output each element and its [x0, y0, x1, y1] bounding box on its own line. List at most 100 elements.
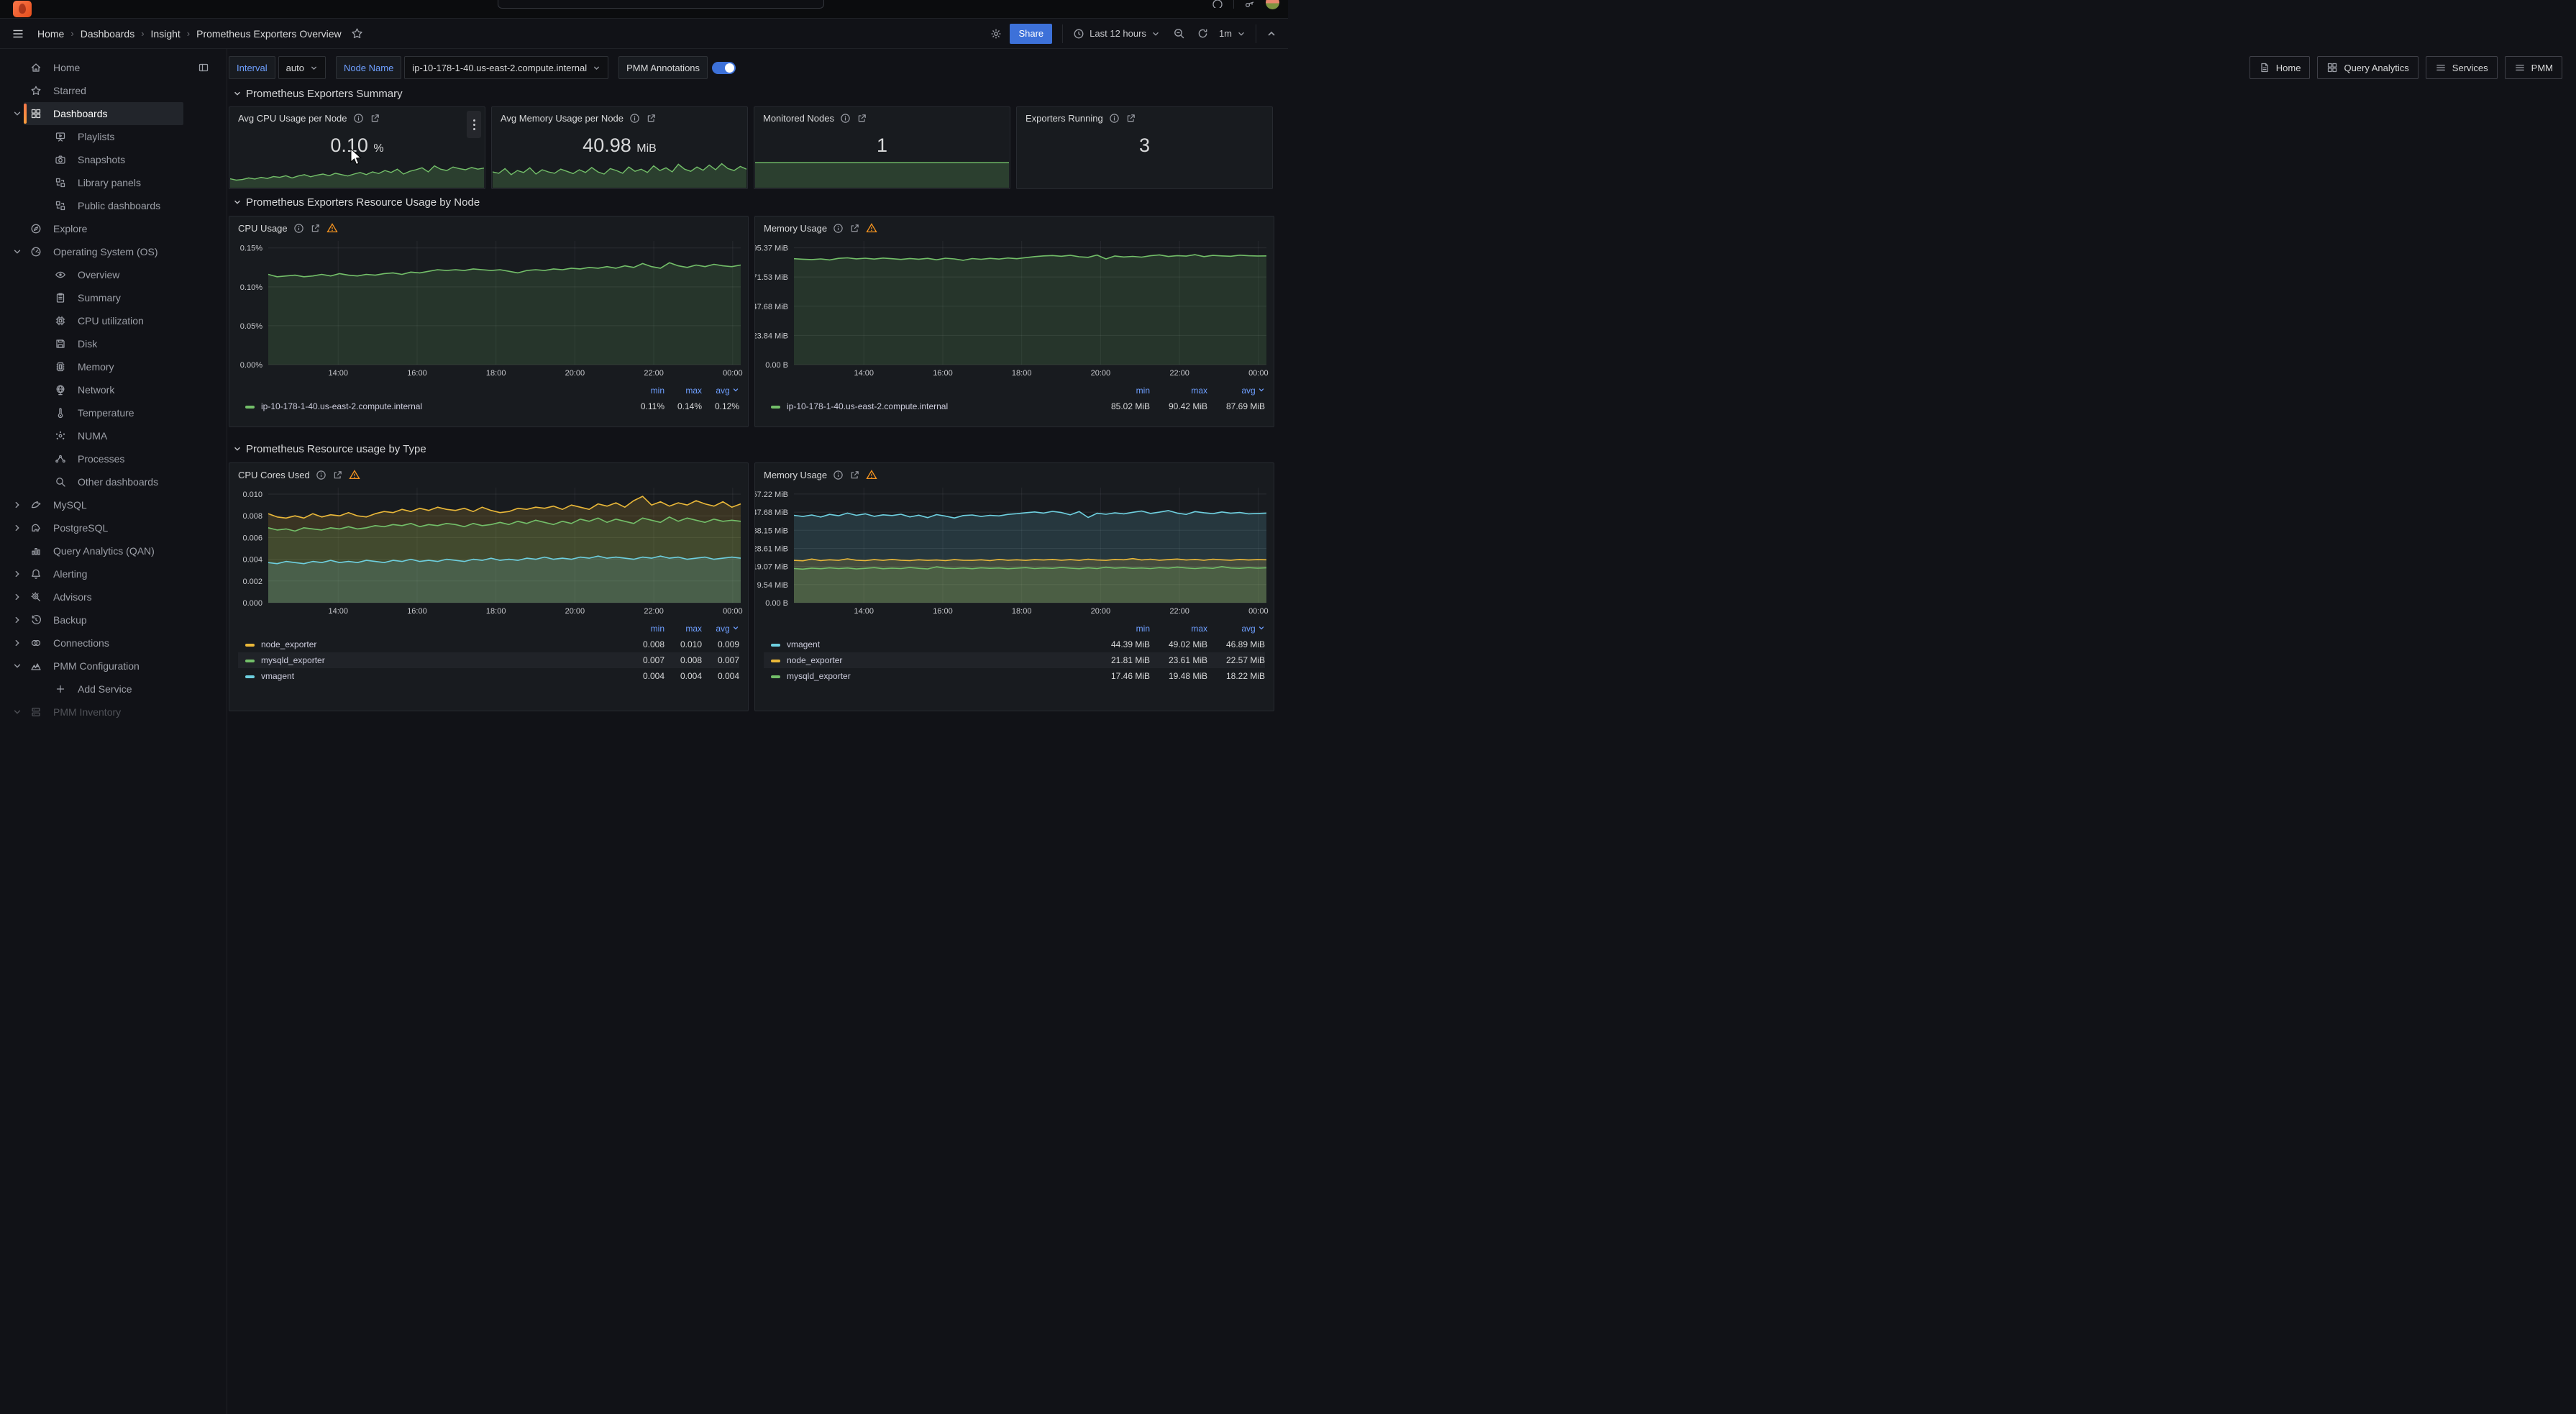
external-link-icon[interactable] — [646, 113, 657, 124]
sidebar-item-snapshots[interactable]: Snapshots — [0, 148, 227, 171]
series-name[interactable]: node_exporter — [261, 639, 316, 649]
sidebar-item-network[interactable]: Network — [0, 378, 227, 401]
external-link-icon[interactable] — [849, 223, 860, 234]
info-icon[interactable] — [833, 223, 844, 234]
chevron-down-icon[interactable] — [10, 662, 24, 670]
external-link-icon[interactable] — [857, 113, 867, 124]
section-header-resource-by-type[interactable]: Prometheus Resource usage by Type — [233, 442, 2562, 456]
share-button[interactable]: Share — [1010, 24, 1052, 44]
series-name[interactable]: vmagent — [261, 671, 294, 681]
sidebar-item-home[interactable]: Home — [0, 56, 227, 79]
sidebar-item-cpu-utilization[interactable]: CPU utilization — [0, 309, 227, 332]
info-icon[interactable] — [293, 223, 304, 234]
chevron-right-icon[interactable] — [10, 570, 24, 578]
series-color-swatch[interactable] — [771, 660, 780, 662]
sidebar-item-add-service[interactable]: Add Service — [0, 678, 227, 701]
sidebar-item-alerting[interactable]: Alerting — [0, 562, 227, 585]
legend-sort-min[interactable]: min — [627, 622, 664, 637]
dashboard-settings-icon[interactable] — [990, 27, 1002, 40]
chevron-down-icon[interactable] — [10, 708, 24, 716]
sidebar-item-numa[interactable]: NUMA — [0, 424, 227, 447]
user-avatar[interactable] — [1266, 0, 1279, 9]
info-icon[interactable] — [840, 113, 851, 124]
chart-canvas[interactable]: 0.0100.0080.0060.0040.0020.00014:0016:00… — [229, 482, 748, 617]
sidebar-item-operating-system-os-[interactable]: Operating System (OS) — [0, 240, 227, 263]
collapse-up-icon[interactable] — [1266, 29, 1276, 39]
zoom-out-icon[interactable] — [1173, 27, 1185, 40]
sidebar-item-pmm-configuration[interactable]: PMM Configuration — [0, 654, 227, 678]
chevron-down-icon[interactable] — [10, 109, 24, 118]
section-header-summary[interactable]: Prometheus Exporters Summary — [233, 86, 2562, 101]
top-key-icon[interactable] — [1244, 0, 1256, 8]
series-name[interactable]: mysqld_exporter — [787, 671, 851, 681]
warning-icon[interactable] — [349, 469, 360, 480]
section-header-resource-by-node[interactable]: Prometheus Exporters Resource Usage by N… — [233, 195, 2562, 209]
series-color-swatch[interactable] — [245, 675, 255, 678]
time-range-picker[interactable]: Last 12 hours — [1073, 28, 1160, 40]
sidebar-item-pmm-inventory[interactable]: PMM Inventory — [0, 701, 227, 724]
info-icon[interactable] — [1109, 113, 1120, 124]
info-icon[interactable] — [833, 470, 844, 480]
series-color-swatch[interactable] — [245, 406, 255, 409]
chevron-right-icon[interactable] — [10, 501, 24, 509]
top-help-icon[interactable] — [1212, 0, 1223, 8]
menu-toggle-icon[interactable] — [12, 27, 24, 40]
warning-icon[interactable] — [866, 469, 877, 480]
legend-sort-avg[interactable]: avg — [702, 622, 739, 637]
sidebar-item-disk[interactable]: Disk — [0, 332, 227, 355]
sidebar-item-summary[interactable]: Summary — [0, 286, 227, 309]
sidebar-item-playlists[interactable]: Playlists — [0, 125, 227, 148]
series-color-swatch[interactable] — [771, 406, 780, 409]
sidebar-item-explore[interactable]: Explore — [0, 217, 227, 240]
chart-canvas[interactable]: 57.22 MiB47.68 MiB38.15 MiB28.61 MiB19.0… — [755, 482, 1274, 617]
legend-sort-avg[interactable]: avg — [702, 384, 739, 398]
chart-canvas[interactable]: 95.37 MiB71.53 MiB47.68 MiB23.84 MiB0.00… — [755, 235, 1274, 379]
memory-usage-node-chart[interactable]: 95.37 MiB71.53 MiB47.68 MiB23.84 MiB0.00… — [755, 235, 1274, 383]
chevron-right-icon[interactable] — [10, 593, 24, 601]
sidebar-item-public-dashboards[interactable]: Public dashboards — [0, 194, 227, 217]
chevron-right-icon[interactable] — [10, 639, 24, 647]
external-link-icon[interactable] — [849, 470, 860, 480]
sidebar-item-library-panels[interactable]: Library panels — [0, 171, 227, 194]
top-search-input[interactable] — [498, 0, 824, 9]
legend-sort-max[interactable]: max — [1150, 622, 1207, 637]
pmm-logo[interactable] — [13, 1, 32, 17]
series-name[interactable]: vmagent — [787, 639, 820, 649]
sidebar-item-backup[interactable]: Backup — [0, 608, 227, 631]
external-link-icon[interactable] — [332, 470, 343, 480]
sidebar-item-advisors[interactable]: Advisors — [0, 585, 227, 608]
series-color-swatch[interactable] — [245, 644, 255, 647]
breadcrumb-item-insight[interactable]: Insight — [151, 28, 181, 40]
series-name[interactable]: ip-10-178-1-40.us-east-2.compute.interna… — [787, 401, 948, 411]
breadcrumb-item-prometheus-exporters-overview[interactable]: Prometheus Exporters Overview — [196, 28, 342, 40]
favorite-star-icon[interactable] — [351, 27, 363, 40]
quick-link-pmm[interactable]: PMM — [2505, 56, 2562, 79]
external-link-icon[interactable] — [370, 113, 380, 124]
legend-sort-min[interactable]: min — [1092, 622, 1150, 637]
sidebar-item-dashboards[interactable]: Dashboards — [0, 102, 227, 125]
info-icon[interactable] — [353, 113, 364, 124]
legend-sort-max[interactable]: max — [1150, 384, 1207, 398]
refresh-interval-picker[interactable]: 1m — [1219, 28, 1246, 39]
chart-canvas[interactable]: 0.15%0.10%0.05%0.00%14:0016:0018:0020:00… — [229, 235, 748, 379]
breadcrumb-item-home[interactable]: Home — [37, 28, 64, 40]
sidebar-item-temperature[interactable]: Temperature — [0, 401, 227, 424]
chevron-down-icon[interactable] — [10, 247, 24, 256]
info-icon[interactable] — [316, 470, 326, 480]
legend-sort-max[interactable]: max — [664, 622, 702, 637]
series-name[interactable]: ip-10-178-1-40.us-east-2.compute.interna… — [261, 401, 422, 411]
node-name-select[interactable]: ip-10-178-1-40.us-east-2.compute.interna… — [404, 56, 608, 79]
interval-select[interactable]: auto — [278, 56, 326, 79]
dock-menu-icon[interactable] — [198, 62, 209, 73]
warning-icon[interactable] — [866, 222, 877, 234]
legend-sort-avg[interactable]: avg — [1207, 384, 1265, 398]
quick-link-services[interactable]: Services — [2426, 56, 2498, 79]
breadcrumb-item-dashboards[interactable]: Dashboards — [81, 28, 135, 40]
cpu-usage-node-chart[interactable]: 0.15%0.10%0.05%0.00%14:0016:0018:0020:00… — [229, 235, 748, 383]
legend-sort-min[interactable]: min — [1092, 384, 1150, 398]
quick-link-home[interactable]: Home — [2250, 56, 2311, 79]
sidebar-item-query-analytics-qan-[interactable]: Query Analytics (QAN) — [0, 539, 227, 562]
sidebar-item-mysql[interactable]: MySQL — [0, 493, 227, 516]
series-name[interactable]: node_exporter — [787, 655, 842, 665]
external-link-icon[interactable] — [310, 223, 321, 234]
